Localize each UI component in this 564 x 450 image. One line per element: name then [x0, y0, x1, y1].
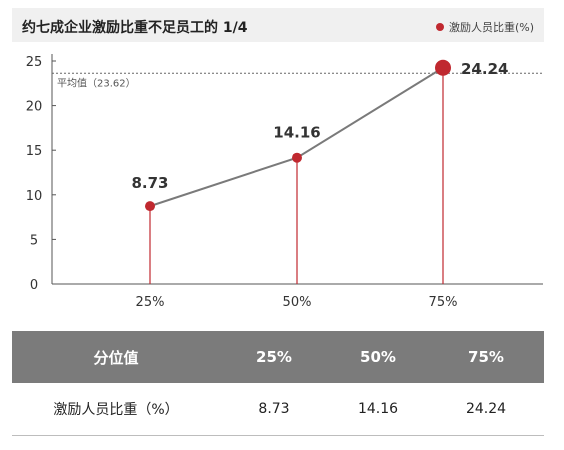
cell-p75: 24.24 — [465, 401, 507, 417]
cell-p50: 14.16 — [357, 401, 399, 417]
table-row: 激励人员比重（%） 8.73 14.16 24.24 — [12, 383, 544, 436]
table-header-row: 分位值 25% 50% 75% — [12, 331, 544, 383]
x-tick-label: 75% — [429, 295, 458, 310]
x-tick-label: 25% — [136, 295, 165, 310]
row-label: 激励人员比重（%） — [53, 402, 179, 418]
x-tick-label: 50% — [283, 295, 312, 310]
data-point — [435, 59, 451, 76]
data-table: 分位值 25% 50% 75% 激励人员比重（%） 8.73 14.16 24.… — [12, 331, 544, 436]
y-tick-label: 0 — [30, 278, 38, 293]
data-label: 24.24 — [461, 60, 508, 78]
average-reference-label: 平均值（23.62） — [57, 76, 136, 89]
line-chart: 0 5 10 15 20 25 25% 50% 75% 平均值（23.62） 8.73 14.16 24… — [26, 54, 543, 310]
legend-dot-icon — [435, 23, 444, 31]
header-cell-p25: 25% — [256, 348, 292, 366]
chart-title: 约七成企业激励比重不足员工的 1/4 — [22, 20, 248, 36]
y-tick-label: 20 — [26, 100, 43, 115]
data-point — [292, 152, 302, 163]
legend: 激励人员比重(%) — [435, 19, 534, 35]
header-cell-p75: 75% — [468, 348, 504, 366]
cell-p25: 8.73 — [258, 401, 290, 417]
data-label: 14.16 — [273, 124, 320, 142]
data-point — [145, 201, 155, 212]
y-tick-label: 15 — [26, 144, 43, 159]
y-tick-label: 25 — [26, 55, 43, 70]
data-label: 8.73 — [131, 174, 168, 192]
header-cell-percentile: 分位值 — [93, 348, 139, 367]
y-tick-label: 5 — [30, 233, 38, 248]
legend-label: 激励人员比重(%) — [448, 21, 534, 34]
y-tick-label: 10 — [26, 189, 43, 204]
chart-header: 约七成企业激励比重不足员工的 1/4 激励人员比重(%) — [12, 8, 544, 42]
header-cell-p50: 50% — [360, 348, 396, 366]
